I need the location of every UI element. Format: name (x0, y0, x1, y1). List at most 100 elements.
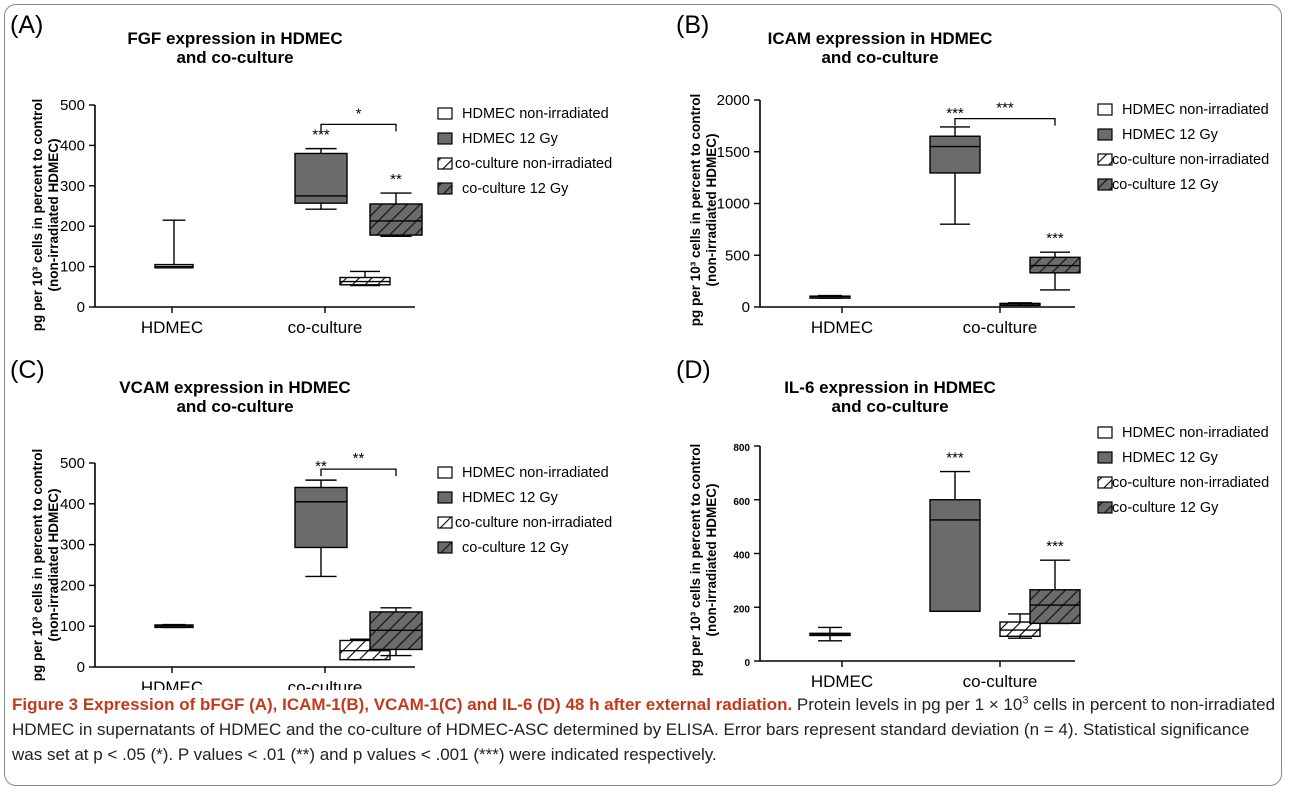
legend-label: HDMEC 12 Gy (1122, 127, 1219, 143)
box (294, 152, 348, 204)
legend-swatch (1097, 476, 1113, 489)
y-tick-label: 2000 (717, 92, 750, 109)
legend-label: co-culture non-irradiated (1112, 152, 1269, 168)
legend-swatch (1097, 153, 1113, 166)
caption-body-2: cells in percent to non-irradiated HDMEC… (12, 695, 1276, 764)
y-tick-label: 600 (733, 497, 750, 508)
chart-title-line: and co-culture (176, 48, 293, 67)
legend-label: co-culture 12 Gy (462, 181, 569, 197)
significance-label: ** (390, 171, 402, 188)
legend-swatch (437, 541, 453, 554)
caption-body-sup: 3 (1022, 694, 1029, 707)
bracket-label: *** (996, 100, 1014, 117)
legend-label: HDMEC non-irradiated (462, 465, 609, 481)
y-tick-label: 1500 (717, 144, 750, 161)
y-tick-label: 0 (744, 658, 750, 669)
y-tick-label: 500 (60, 455, 85, 472)
legend-label: co-culture non-irradiated (455, 515, 612, 531)
legend-swatch (1097, 103, 1113, 116)
chart-title-line: FGF expression in HDMEC (127, 29, 342, 48)
y-tick-label: 400 (60, 137, 85, 154)
y-tick-label: 200 (60, 218, 85, 235)
legend-label: co-culture 12 Gy (1112, 177, 1219, 193)
y-axis-label-line2: (non-irradiated HDMEC) (704, 134, 719, 287)
legend-label: HDMEC non-irradiated (462, 106, 609, 122)
x-tick-label: HDMEC (811, 672, 873, 690)
y-tick-label: 300 (60, 537, 85, 554)
legend-label: HDMEC 12 Gy (462, 131, 559, 147)
chart-title-line: and co-culture (831, 397, 948, 416)
legend-swatch (437, 516, 453, 529)
legend-swatch (437, 182, 453, 195)
box (929, 135, 981, 174)
box (999, 621, 1041, 637)
legend-label: co-culture non-irradiated (1112, 475, 1269, 491)
significance-label: *** (946, 105, 964, 122)
bracket-label: * (356, 105, 362, 122)
caption-title: Figure 3 Expression of bFGF (A), ICAM-1(… (12, 695, 793, 714)
significance-bracket (954, 117, 1056, 126)
panel-letter: (B) (676, 11, 709, 39)
y-tick-label: 200 (60, 577, 85, 594)
significance-label: *** (312, 127, 330, 144)
significance-label: *** (946, 450, 964, 467)
legend-swatch (437, 157, 453, 170)
y-axis-label-line2: (non-irradiated HDMEC) (704, 484, 719, 637)
box (294, 486, 348, 549)
y-tick-label: 0 (77, 659, 85, 676)
legend-swatch (1097, 451, 1113, 464)
y-tick-label: 300 (60, 178, 85, 195)
box (929, 499, 981, 612)
legend-swatch (437, 107, 453, 120)
significance-label: *** (1046, 230, 1064, 247)
significance-label: ** (315, 458, 327, 475)
box (369, 203, 423, 236)
box (1029, 589, 1081, 625)
y-tick-label: 1000 (717, 196, 750, 213)
y-tick-label: 500 (60, 97, 85, 114)
figure-caption: Figure 3 Expression of bFGF (A), ICAM-1(… (12, 692, 1280, 767)
legend-swatch (437, 466, 453, 479)
x-tick-label: co-culture (288, 678, 363, 690)
chart-title-line: and co-culture (821, 48, 938, 67)
legend-swatch (1097, 501, 1113, 514)
significance-label: *** (1046, 538, 1064, 555)
y-tick-label: 0 (742, 299, 750, 316)
x-tick-label: co-culture (963, 672, 1038, 690)
y-axis-label-line2: (non-irradiated HDMEC) (46, 139, 61, 292)
y-axis-label: pg per 10³ cells in percent to control (30, 99, 45, 332)
y-tick-label: 100 (60, 618, 85, 635)
legend-swatch (437, 132, 453, 145)
y-axis-label: pg per 10³ cells in percent to control (30, 449, 45, 682)
chart-title-line: ICAM expression in HDMEC (768, 29, 993, 48)
y-axis-label: pg per 10³ cells in percent to control (688, 94, 703, 327)
legend-label: HDMEC 12 Gy (1122, 450, 1219, 466)
legend-label: HDMEC non-irradiated (1122, 102, 1269, 118)
legend-label: HDMEC non-irradiated (1122, 425, 1269, 441)
legend-swatch (1097, 128, 1113, 141)
bracket-label: ** (353, 450, 365, 467)
y-tick-label: 200 (733, 604, 750, 615)
chart-title-line: VCAM expression in HDMEC (119, 378, 350, 397)
figure-frame (4, 4, 1282, 786)
legend-label: HDMEC 12 Gy (462, 490, 559, 506)
y-tick-label: 800 (733, 443, 750, 454)
y-tick-label: 100 (60, 259, 85, 276)
significance-bracket (320, 468, 397, 477)
caption-body-1: Protein levels in pg per 1 × 10 (792, 695, 1023, 714)
x-tick-label: co-culture (963, 318, 1038, 337)
legend-label: co-culture non-irradiated (455, 156, 612, 172)
y-tick-label: 400 (733, 551, 750, 562)
panel-letter: (A) (10, 11, 43, 39)
y-axis-label: pg per 10³ cells in percent to control (688, 444, 703, 677)
legend-swatch (1097, 426, 1113, 439)
significance-bracket (320, 123, 397, 132)
y-axis-label-line2: (non-irradiated HDMEC) (46, 489, 61, 642)
legend-swatch (437, 491, 453, 504)
x-tick-label: HDMEC (141, 318, 203, 337)
